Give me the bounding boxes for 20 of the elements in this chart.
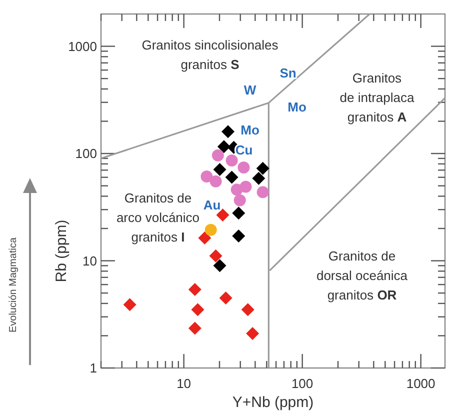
y-tick-label: 100 (75, 146, 97, 162)
annotation: Granitos sincolisionales granitos S (142, 38, 279, 72)
annotation: Cu (235, 142, 253, 158)
y-tick-label: 10 (82, 253, 97, 268)
annotation: Mo (240, 122, 260, 138)
annotation: Mo (288, 100, 306, 115)
y-tick-label: 1 (90, 360, 97, 376)
x-axis-title: Y+Nb (ppm) (232, 394, 314, 411)
annotation: Granitos de intraplaca granitos A (340, 70, 415, 125)
text: Evolución Magmatica (8, 237, 19, 333)
annotation: Granitos de arco volcánico granitos I (116, 190, 200, 245)
annotation: Au (203, 198, 221, 213)
annotation: W (244, 82, 257, 98)
x-tick-label: 1000 (406, 376, 436, 391)
y-tick-label: 1000 (68, 38, 97, 54)
annotation: Granitos de dorsal oceánica granitos OR (316, 248, 408, 303)
x-tick-label: 10 (176, 376, 192, 391)
y-axis-title: Rb (ppm) (53, 220, 70, 282)
x-tick-label: 100 (291, 376, 314, 391)
annotation: Sn (280, 66, 296, 81)
